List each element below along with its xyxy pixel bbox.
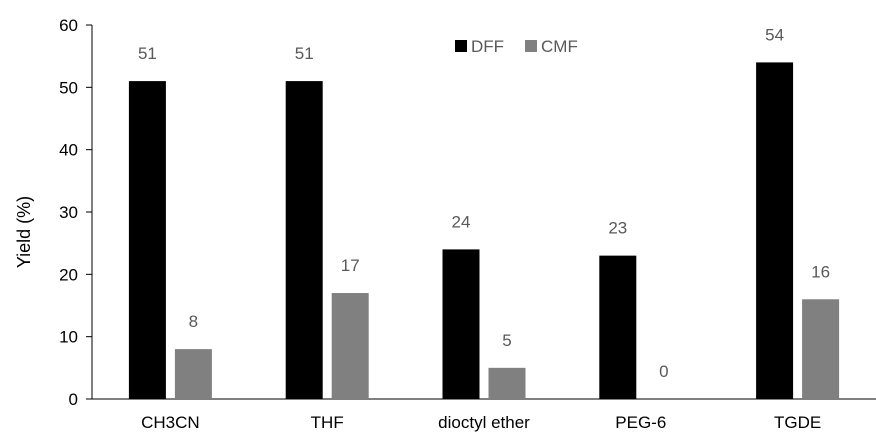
bar-dff (285, 81, 323, 399)
y-tick-label: 30 (59, 203, 78, 222)
x-tick-label: PEG-6 (615, 413, 666, 432)
bar-dff (128, 81, 166, 399)
x-tick-label: CH3CN (141, 413, 200, 432)
bars (128, 62, 840, 400)
y-axis-label: Yield (%) (14, 196, 34, 268)
data-labels: 51 8 51 17 24 5 23 0 54 16 (138, 25, 830, 381)
legend-label-cmf: CMF (541, 37, 578, 56)
x-tick-label: THF (311, 413, 344, 432)
data-label-dff: 54 (765, 25, 784, 44)
legend-label-dff: DFF (471, 37, 504, 56)
data-label-cmf: 5 (502, 331, 511, 350)
y-tick-label: 20 (59, 265, 78, 284)
bar-dff (442, 249, 480, 399)
legend-swatch-dff (455, 40, 467, 52)
x-tick-label: dioctyl ether (438, 413, 530, 432)
bar-cmf (802, 299, 840, 399)
data-label-dff: 51 (295, 44, 314, 63)
data-label-dff: 51 (138, 44, 157, 63)
y-axis: 0 10 20 30 40 50 60 (59, 16, 93, 409)
bar-cmf (174, 349, 212, 399)
bar-dff (756, 62, 794, 400)
y-tick-label: 60 (59, 16, 78, 35)
x-tick-label: TGDE (774, 413, 821, 432)
data-label-cmf: 16 (811, 262, 830, 281)
data-label-cmf: 8 (189, 312, 198, 331)
data-label-cmf: 17 (341, 256, 360, 275)
legend: DFF CMF (455, 37, 578, 56)
bar-cmf (488, 367, 526, 399)
legend-swatch-cmf (525, 40, 537, 52)
data-label-dff: 24 (452, 212, 471, 231)
y-tick-label: 0 (69, 390, 78, 409)
data-label-cmf: 0 (659, 362, 668, 381)
y-tick-label: 50 (59, 78, 78, 97)
y-tick-label: 10 (59, 328, 78, 347)
bar-cmf (331, 293, 369, 399)
bar-dff (599, 255, 637, 399)
x-axis: CH3CN THF dioctyl ether PEG-6 TGDE (92, 398, 876, 432)
y-tick-label: 40 (59, 141, 78, 160)
data-label-dff: 23 (608, 219, 627, 238)
